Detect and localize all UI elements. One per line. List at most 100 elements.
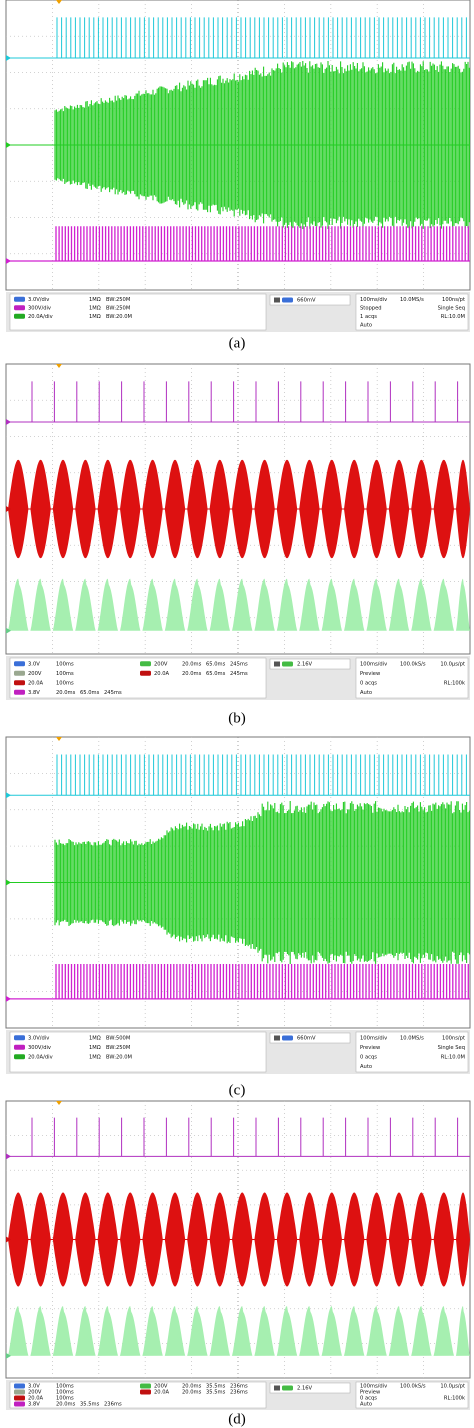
waveform-current-burst: [52, 459, 74, 559]
channel-badge: [14, 1401, 25, 1407]
channel-setting: 245ms: [230, 661, 248, 667]
waveform-current-burst: [254, 1192, 275, 1287]
waveform-current-burst: [344, 1192, 365, 1287]
channel-setting: BW:250M: [106, 1045, 130, 1051]
waveform-current-burst: [299, 1192, 320, 1287]
waveform-voltage-burst: [299, 578, 320, 631]
waveform-voltage-burst: [164, 1306, 186, 1356]
caption: (d): [228, 1411, 246, 1427]
channel-setting: 20.0ms: [182, 671, 202, 677]
waveform-current-burst: [232, 1192, 253, 1287]
waveform-voltage-burst: [164, 578, 186, 631]
channel-setting: 100ms: [56, 1384, 74, 1390]
channel-setting: 1MΩ: [89, 1054, 101, 1060]
channel-badge: [14, 689, 25, 695]
waveform-current-burst: [366, 1192, 387, 1287]
caption: (b): [228, 710, 246, 726]
trigger-level: 660mV: [297, 1036, 316, 1042]
waveform-current-burst: [388, 1192, 410, 1287]
channel-setting: BW:500M: [106, 1035, 130, 1041]
timebase-setting: 100.0kS/s: [400, 661, 426, 667]
channel-marker: [6, 419, 11, 425]
waveform-current-burst: [187, 1192, 208, 1287]
timebase-box: [355, 1031, 469, 1073]
timebase-setting: 1 acqs: [360, 314, 377, 320]
trigger-marker: [56, 737, 62, 741]
timebase-setting: Single Seq: [438, 305, 465, 311]
channel-setting: 236ms: [230, 1384, 248, 1390]
waveform-current-burst: [8, 1192, 29, 1287]
trigger-badge: [274, 1035, 280, 1041]
channel-box: [9, 1381, 267, 1409]
channel-setting: 20.0A: [28, 680, 44, 686]
channel-setting: 20.0ms: [182, 661, 202, 667]
waveform-current-burst: [344, 459, 365, 559]
waveform-voltage-burst: [388, 578, 410, 631]
trigger-badge: [282, 1035, 293, 1041]
waveform-current-burst: [254, 459, 275, 559]
channel-setting: 20.0A: [28, 1396, 44, 1402]
channel-setting: 100ms: [56, 1396, 74, 1402]
channel-setting: 300V/div: [28, 1045, 51, 1051]
channel-setting: 20.0ms: [56, 690, 76, 696]
channel-marker: [6, 258, 11, 264]
channel-setting: 35.5ms: [80, 1402, 100, 1408]
waveform-current-burst: [97, 1192, 118, 1287]
channel-setting: 200V: [154, 1384, 168, 1390]
timebase-setting: 100ns/pt: [442, 1035, 465, 1041]
waveform-voltage: [6, 754, 470, 796]
waveform-voltage-burst: [142, 578, 163, 631]
waveform-voltage-burst: [276, 578, 298, 631]
channel-setting: 200V: [154, 661, 168, 667]
waveform-current-burst: [411, 1192, 432, 1287]
channel-setting: 3.0V: [28, 661, 40, 667]
channel-badge: [14, 670, 25, 676]
waveform-current-burst: [433, 459, 454, 559]
channel-setting: 20.0ms: [182, 1390, 202, 1396]
waveform-current-burst: [209, 1192, 230, 1287]
channel-marker: [6, 792, 11, 799]
trigger-box: [269, 1382, 351, 1394]
channel-setting: 1MΩ: [89, 1035, 101, 1041]
timebase-setting: 10.0µs/pt: [440, 1384, 465, 1390]
trigger-box: [269, 1032, 351, 1044]
channel-setting: 35.5ms: [206, 1390, 226, 1396]
trigger-marker: [56, 1101, 62, 1105]
trigger-marker: [56, 0, 62, 4]
channel-badge: [14, 1395, 25, 1401]
timebase-setting: Preview: [360, 1390, 381, 1396]
waveform-voltage-burst: [97, 1306, 118, 1356]
channel-badge: [14, 296, 25, 302]
trigger-badge: [274, 1385, 280, 1391]
channel-setting: 245ms: [230, 671, 248, 677]
timebase-setting: 100ms/div: [360, 661, 387, 667]
waveform-current-burst: [276, 1192, 298, 1287]
waveform-voltage-burst: [366, 1306, 387, 1356]
timebase-setting: 10.0µs/pt: [440, 661, 465, 667]
waveform-voltage-burst: [142, 1306, 163, 1356]
waveform-current-burst: [187, 459, 208, 559]
waveform-current-burst: [30, 459, 51, 559]
waveform-current-burst: [433, 1192, 454, 1287]
timebase-box: [355, 1381, 469, 1409]
timebase-setting: RL:10.0M: [441, 314, 465, 320]
channel-setting: 200V: [28, 671, 42, 677]
channel-setting: 20.0A: [154, 671, 170, 677]
channel-setting: BW:250M: [106, 305, 130, 311]
waveform-voltage-burst: [411, 578, 432, 631]
waveform-voltage-burst: [254, 1306, 275, 1356]
waveform-current-burst: [75, 459, 96, 559]
timebase-setting: RL:100k: [444, 680, 465, 686]
waveform-voltage-burst: [232, 1306, 253, 1356]
channel-badge: [14, 1035, 25, 1041]
timebase-setting: Auto: [360, 690, 372, 696]
waveform-current-burst: [388, 459, 410, 559]
trigger-badge: [282, 661, 293, 667]
waveform-current-burst: [232, 459, 253, 559]
channel-setting: BW:20.0M: [106, 314, 132, 320]
channel-setting: 65.0ms: [80, 690, 100, 696]
waveform-voltage-burst: [411, 1306, 432, 1356]
timebase-setting: Auto: [360, 322, 372, 328]
timebase-setting: Auto: [360, 1402, 372, 1408]
timebase-setting: RL:10.0M: [441, 1054, 465, 1060]
